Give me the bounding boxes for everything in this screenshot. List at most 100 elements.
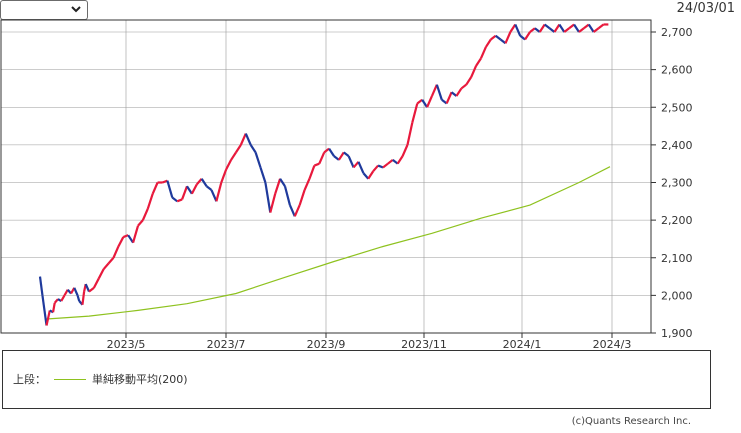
x-tick-label: 2023/5: [107, 338, 146, 350]
price-segment: [367, 170, 375, 180]
price-segment: [210, 189, 218, 202]
price-segment: [132, 225, 140, 244]
price-segment: [313, 162, 320, 167]
y-tick-label: 2,600: [661, 64, 693, 77]
price-segment: [60, 294, 66, 302]
price-segment: [274, 178, 282, 195]
price-segment: [88, 286, 95, 293]
price-segment: [102, 262, 110, 270]
price-segment: [343, 151, 350, 158]
price-segment: [460, 83, 467, 90]
price-segment: [127, 234, 135, 244]
legend-row: 上段： 単純移動平均(200): [13, 371, 188, 387]
price-segment: [544, 23, 551, 30]
price-segment: [479, 46, 487, 59]
price-segment: [239, 133, 247, 146]
price-segment: [573, 23, 580, 33]
price-segment: [264, 182, 272, 213]
price-segment: [587, 23, 595, 33]
price-segment: [259, 167, 267, 183]
price-segment: [195, 178, 203, 186]
price-segment: [97, 268, 105, 279]
y-tick-label: 2,000: [661, 289, 693, 302]
price-segment: [73, 287, 79, 296]
price-segment: [529, 27, 536, 33]
price-segment: [186, 185, 193, 195]
price-segment: [514, 24, 522, 37]
price-segment: [597, 23, 605, 30]
price-segment: [484, 38, 492, 48]
price-segment: [426, 95, 433, 108]
chevron-down-icon: [71, 6, 81, 13]
price-segment: [504, 31, 512, 44]
x-tick-label: 2024/3: [593, 338, 632, 350]
price-segment: [509, 23, 517, 33]
price-segment: [107, 257, 115, 265]
price-segment: [465, 76, 473, 86]
price-segment: [490, 34, 497, 41]
price-segment: [244, 133, 252, 146]
price-segment: [225, 159, 233, 170]
price-segment: [57, 298, 62, 302]
price-segment: [396, 155, 404, 165]
price-segment: [455, 87, 463, 97]
price-segment: [279, 178, 286, 187]
price-segment: [230, 151, 237, 161]
price-segment: [254, 152, 262, 168]
price-segment: [298, 189, 306, 206]
price-segment: [495, 34, 502, 41]
price-segment: [122, 234, 129, 239]
price-segment: [318, 151, 326, 165]
price-layer: [38, 23, 609, 326]
price-segment: [538, 23, 546, 33]
price-segment: [283, 185, 291, 206]
x-tick-label: 2023/9: [307, 338, 346, 350]
price-segment: [141, 208, 149, 221]
price-segment: [249, 144, 257, 154]
price-segment: [387, 159, 394, 165]
price-segment: [81, 291, 86, 305]
grid-lines: [1, 20, 651, 333]
x-tick-label: 2023/7: [207, 338, 246, 350]
price-segment: [288, 204, 296, 217]
price-segment: [382, 162, 389, 169]
price-segment: [151, 182, 159, 195]
price-segment: [337, 151, 345, 161]
price-segment: [38, 276, 44, 296]
moving-average-line: [44, 166, 611, 320]
y-tick-label: 1,900: [661, 327, 693, 340]
price-segment: [235, 144, 242, 154]
price-segment: [421, 99, 428, 108]
price-segment: [470, 65, 478, 78]
price-segment: [435, 84, 443, 101]
y-tick-label: 2,500: [661, 101, 693, 114]
y-tick-label: 2,300: [661, 177, 693, 190]
y-tick-label: 2,700: [661, 26, 693, 39]
legend-panel: 上段： 単純移動平均(200): [2, 350, 711, 409]
y-axis-labels: 2,700 2,600 2,500 2,400 2,300 2,200 2,100 2,000…: [651, 26, 693, 340]
x-tick-label: 2024/1: [503, 338, 542, 350]
price-segment: [205, 185, 213, 191]
price-segment: [92, 277, 100, 289]
price-segment: [524, 31, 531, 41]
price-segment: [117, 236, 125, 247]
price-segment: [181, 185, 189, 200]
moving-average-layer: [44, 166, 611, 320]
price-segment: [411, 103, 419, 123]
y-tick-label: 2,100: [661, 252, 693, 265]
price-segment: [51, 302, 56, 313]
price-segment: [166, 180, 174, 198]
price-segment: [563, 27, 570, 33]
price-segment: [146, 193, 154, 210]
price-segment: [171, 196, 178, 203]
price-segment: [176, 198, 183, 203]
price-segment: [308, 165, 316, 180]
price-segment: [347, 155, 355, 168]
y-tick-label: 2,400: [661, 139, 693, 152]
legend-section-label: 上段：: [13, 373, 46, 386]
price-segment: [445, 91, 453, 104]
price-segment: [293, 204, 301, 217]
price-segment: [406, 122, 414, 146]
price-segment: [53, 298, 59, 304]
legend-ma-swatch: [54, 378, 86, 380]
